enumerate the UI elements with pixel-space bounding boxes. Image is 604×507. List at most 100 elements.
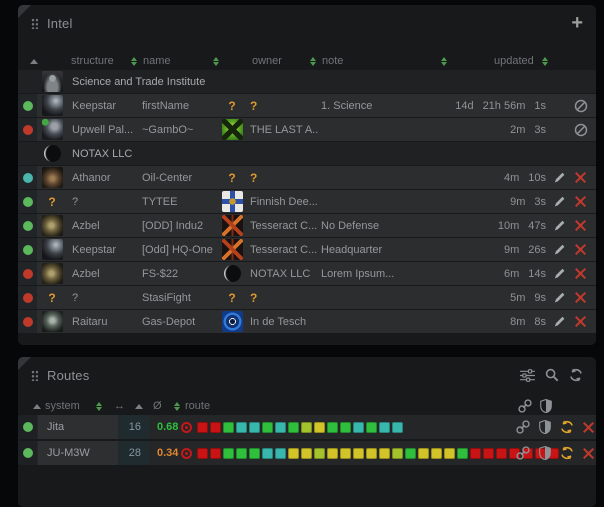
route-square[interactable] [236,421,247,433]
sort-caret-icon[interactable] [30,53,38,69]
col-structure-sorter-icon[interactable] [131,53,137,69]
delete-structure-button[interactable] [572,286,589,309]
delete-structure-button[interactable] [572,214,589,237]
edit-structure-button[interactable] [551,166,568,189]
route-square[interactable] [431,447,442,459]
edit-structure-button[interactable] [551,286,568,309]
route-square[interactable] [249,447,260,459]
search-icon[interactable] [545,368,559,382]
route-square[interactable] [366,421,377,433]
intel-row[interactable]: Raitaru Gas-Depot In de Tesch 8m 8s [18,310,596,333]
settings-sliders-icon[interactable] [520,368,535,382]
delete-structure-button[interactable] [572,166,589,189]
edit-structure-button[interactable] [551,262,568,285]
route-square[interactable] [379,447,390,459]
route-square[interactable] [496,447,507,459]
col-avg-security[interactable]: Ø [153,400,162,412]
route-refresh-button[interactable] [558,415,576,439]
edit-structure-button[interactable] [551,238,568,261]
route-square[interactable] [327,447,338,459]
route-delete-button[interactable] [579,441,596,465]
col-route[interactable]: route [185,400,211,412]
route-square[interactable] [392,421,403,433]
col-name[interactable]: name [143,55,171,67]
delete-structure-button[interactable] [572,262,589,285]
intel-row[interactable]: Keepstar firstName?? 1. Science 14d 21h 56m 1… [18,94,596,117]
route-delete-button[interactable] [579,415,596,439]
edit-structure-button[interactable] [551,190,568,213]
route-square[interactable] [457,447,468,459]
route-square[interactable] [288,421,299,433]
col-system-sorter-icon[interactable] [96,398,102,414]
drag-handle-icon[interactable] [31,369,38,381]
route-square[interactable] [314,447,325,459]
route-square[interactable] [197,421,208,433]
col-name-sorter-icon[interactable] [213,53,219,69]
col-avg-sorter-icon[interactable] [174,398,180,414]
route-square[interactable] [535,447,546,459]
system-name[interactable]: Jita [38,415,118,439]
route-square[interactable] [236,447,247,459]
route-square[interactable] [210,421,221,433]
delete-structure-button[interactable] [572,238,589,261]
route-square[interactable] [288,447,299,459]
route-square[interactable] [353,421,364,433]
route-square[interactable] [223,447,234,459]
col-structure[interactable]: structure [71,55,114,67]
col-system[interactable]: system [45,400,80,412]
route-square[interactable] [262,421,273,433]
col-note[interactable]: note [322,55,344,67]
route-square[interactable] [548,447,559,459]
route-link-button[interactable] [514,441,532,465]
col-note-sorter-icon[interactable] [441,53,447,69]
intel-row[interactable]: ?? TYTEE Finnish Dee... 9m 3s [18,190,596,213]
delete-structure-button[interactable] [572,190,589,213]
drag-handle-icon[interactable] [31,17,38,29]
intel-row[interactable]: Azbel FS-$22 NOTAX LLC Lorem Ipsum... 6m 14s [18,262,596,285]
route-square[interactable] [353,447,364,459]
route-square[interactable] [197,447,208,459]
route-shield-button[interactable] [536,441,554,465]
col-updated-sorter-icon[interactable] [542,53,548,69]
route-square[interactable] [210,447,221,459]
route-square[interactable] [366,447,377,459]
intel-row[interactable]: Azbel [ODD] Indu2 Tesseract C... No Defense… [18,214,596,237]
system-name[interactable]: JU-M3W [38,441,118,465]
route-square[interactable] [223,421,234,433]
route-square[interactable] [249,421,260,433]
route-square[interactable] [470,447,481,459]
col-owner[interactable]: owner [252,55,282,67]
intel-row[interactable]: Upwell Pal... ~GambO~ THE LAST A... 2m 3s [18,118,596,141]
route-square[interactable] [301,447,312,459]
col-jumps[interactable]: ↔ [114,400,125,412]
route-square[interactable] [392,447,403,459]
route-square[interactable] [301,421,312,433]
intel-row[interactable]: Athanor Oil-Center?? 4m 10s [18,166,596,189]
route-square[interactable] [379,421,390,433]
intel-row[interactable]: ?? StasiFight?? 5m 9s [18,286,596,309]
route-square[interactable] [483,447,494,459]
col-jumps-sort-caret-icon[interactable] [135,398,143,414]
route-square[interactable] [340,421,351,433]
refresh-icon[interactable] [569,368,583,382]
edit-structure-button[interactable] [551,310,568,333]
add-structure-button[interactable]: + [571,12,583,34]
route-square[interactable] [314,421,325,433]
route-square[interactable] [275,447,286,459]
route-square[interactable] [327,421,338,433]
delete-structure-button[interactable] [572,310,589,333]
route-square[interactable] [444,447,455,459]
route-refresh-button[interactable] [558,441,576,465]
route-square[interactable] [418,447,429,459]
route-square[interactable] [509,447,520,459]
route-link-button[interactable] [514,415,532,439]
route-square[interactable] [340,447,351,459]
col-updated[interactable]: updated [494,55,534,67]
route-square[interactable] [275,421,286,433]
intel-row[interactable]: Keepstar [Odd] HQ-One Tesseract C... Headqu… [18,238,596,261]
route-square[interactable] [262,447,273,459]
col-owner-sorter-icon[interactable] [310,53,316,69]
edit-structure-button[interactable] [551,214,568,237]
route-shield-button[interactable] [536,415,554,439]
route-square[interactable] [405,447,416,459]
